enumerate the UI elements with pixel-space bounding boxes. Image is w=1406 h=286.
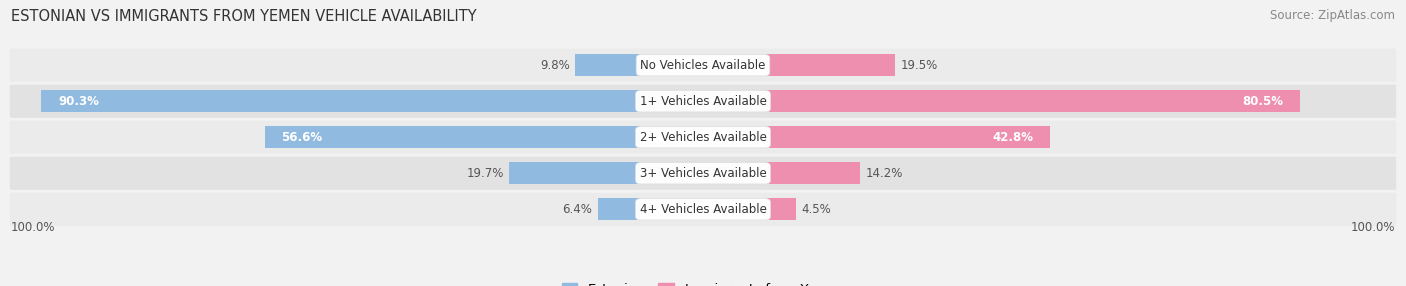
- Text: 3+ Vehicles Available: 3+ Vehicles Available: [640, 167, 766, 180]
- Text: 80.5%: 80.5%: [1241, 95, 1282, 108]
- Text: 4.5%: 4.5%: [801, 203, 831, 216]
- Bar: [766, 90, 1299, 112]
- Text: 19.7%: 19.7%: [467, 167, 505, 180]
- Text: 100.0%: 100.0%: [10, 221, 55, 234]
- FancyBboxPatch shape: [10, 49, 1396, 82]
- Text: ESTONIAN VS IMMIGRANTS FROM YEMEN VEHICLE AVAILABILITY: ESTONIAN VS IMMIGRANTS FROM YEMEN VEHICL…: [11, 9, 477, 23]
- Bar: [575, 54, 640, 76]
- Bar: [766, 162, 860, 184]
- Bar: [766, 126, 1050, 148]
- FancyBboxPatch shape: [10, 157, 1396, 190]
- Text: 42.8%: 42.8%: [993, 131, 1033, 144]
- Text: 19.5%: 19.5%: [900, 59, 938, 72]
- Text: 4+ Vehicles Available: 4+ Vehicles Available: [640, 203, 766, 216]
- Text: 100.0%: 100.0%: [1351, 221, 1396, 234]
- Text: No Vehicles Available: No Vehicles Available: [640, 59, 766, 72]
- Text: 14.2%: 14.2%: [866, 167, 903, 180]
- Text: Source: ZipAtlas.com: Source: ZipAtlas.com: [1270, 9, 1395, 21]
- Text: 6.4%: 6.4%: [562, 203, 592, 216]
- FancyBboxPatch shape: [10, 193, 1396, 226]
- Text: 90.3%: 90.3%: [58, 95, 98, 108]
- Text: 56.6%: 56.6%: [281, 131, 322, 144]
- FancyBboxPatch shape: [10, 121, 1396, 154]
- Bar: [42, 90, 640, 112]
- Text: 2+ Vehicles Available: 2+ Vehicles Available: [640, 131, 766, 144]
- Bar: [509, 162, 640, 184]
- Bar: [766, 198, 796, 221]
- Text: 1+ Vehicles Available: 1+ Vehicles Available: [640, 95, 766, 108]
- FancyBboxPatch shape: [10, 85, 1396, 118]
- Bar: [766, 54, 896, 76]
- Legend: Estonian, Immigrants from Yemen: Estonian, Immigrants from Yemen: [561, 283, 845, 286]
- Bar: [264, 126, 640, 148]
- Text: 9.8%: 9.8%: [540, 59, 569, 72]
- Bar: [598, 198, 640, 221]
